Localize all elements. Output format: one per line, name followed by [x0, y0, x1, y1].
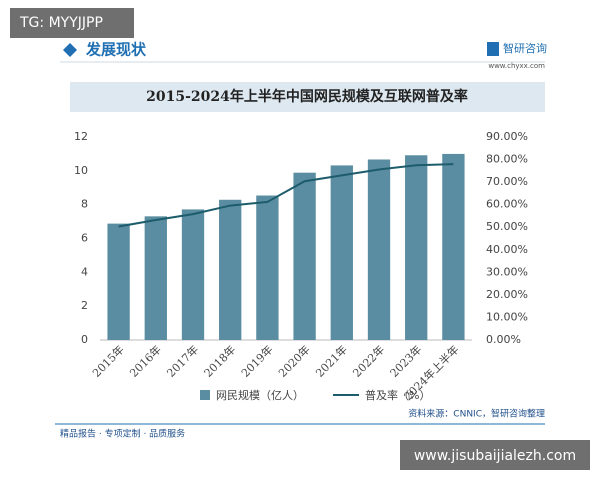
top-tag: TG: MYYJJPP — [19, 15, 103, 31]
y2-tick-label: 60.00% — [486, 198, 528, 211]
url-box — [400, 440, 590, 470]
y2-tick-label: 80.00% — [486, 153, 528, 166]
bar — [181, 209, 205, 340]
y2-tick-label: 50.00% — [486, 220, 528, 233]
x-tick-label: 2015年 — [89, 342, 126, 379]
y2-tick-label: 10.00% — [486, 310, 528, 323]
title-banner — [70, 82, 545, 112]
chart-title: 2015-2024年上半年中国网民规模及互联网普及率 — [146, 88, 468, 105]
y-tick-label: 2 — [81, 299, 88, 312]
site: www.chyxx.com — [488, 62, 545, 70]
source: 资料来源：CNNIC，智研咨询整理 — [408, 408, 545, 420]
y2-tick-label: 40.00% — [486, 243, 528, 256]
plot: 0 2 4 6 8 10 12 0.00% 10.00% 20.00% 30.00% 40.00% 50… — [74, 130, 528, 403]
y2-tick-label: 90.00% — [486, 130, 528, 143]
brand-logo — [487, 42, 499, 56]
y-tick-label: 10 — [74, 164, 88, 177]
tag-box — [10, 8, 134, 38]
x-tick-label: 2016年 — [127, 342, 164, 379]
y-tick-label: 4 — [81, 265, 88, 278]
diamond-icon — [63, 43, 77, 57]
y-tick-label: 12 — [74, 130, 88, 143]
x-tick-label: 2023年 — [387, 342, 424, 379]
bar — [442, 153, 465, 340]
x-tick-label: 2021年 — [313, 342, 350, 379]
x-tick-label: 2018年 — [201, 342, 238, 379]
bar — [405, 155, 428, 340]
y2-tick-label: 30.00% — [486, 265, 528, 278]
brand: 智研咨询 — [503, 41, 547, 55]
bar — [330, 165, 353, 340]
x-tick-label: 2020年 — [275, 342, 312, 379]
y-tick-label: 6 — [81, 232, 88, 245]
bar — [367, 159, 391, 340]
y2-tick-label: 0.00% — [486, 333, 521, 346]
y2-tick-label: 20.00% — [486, 288, 528, 301]
y-tick-label: 0 — [81, 333, 88, 346]
bar — [293, 172, 316, 340]
y-tick-label: 8 — [81, 198, 88, 211]
legend-label: 网民规模（亿人） — [216, 388, 304, 402]
legend-label: 普及率（%） — [365, 388, 430, 402]
bar — [144, 216, 167, 340]
bottom-url: www.jisubaijialezh.com — [414, 448, 576, 464]
x-tick-label: 2022年 — [350, 342, 387, 379]
bar — [256, 195, 279, 340]
tagline: 精品报告 · 专项定制 · 品质服务 — [60, 428, 185, 440]
x-tick-label: 2019年 — [238, 342, 275, 379]
section-title: 发展现状 — [85, 41, 147, 59]
x-tick-label: 2017年 — [164, 342, 201, 379]
legend-swatch — [200, 390, 210, 400]
y2-tick-label: 70.00% — [486, 175, 528, 188]
bar — [107, 223, 130, 340]
bar — [219, 199, 242, 340]
line — [118, 163, 454, 228]
